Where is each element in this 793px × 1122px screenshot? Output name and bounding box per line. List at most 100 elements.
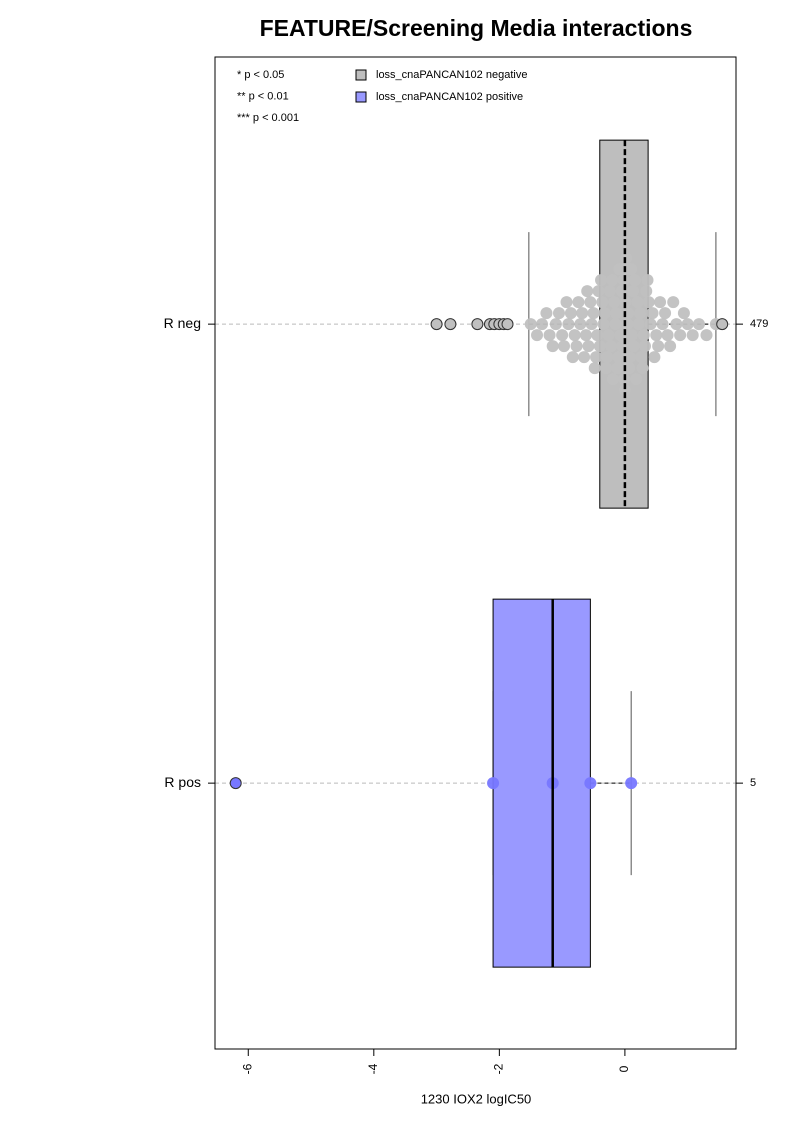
x-tick-label: -4 — [366, 1063, 380, 1074]
data-point — [620, 252, 633, 265]
data-point — [566, 351, 579, 364]
data-point — [633, 307, 646, 320]
data-point — [616, 340, 629, 353]
count-label: 5 — [750, 777, 756, 789]
plot-frame — [214, 56, 737, 1050]
data-point — [584, 296, 597, 309]
data-point — [576, 307, 589, 320]
data-point — [593, 340, 606, 353]
data-point — [613, 263, 626, 276]
data-point — [681, 318, 694, 331]
data-point — [686, 329, 699, 342]
data-point — [667, 296, 680, 309]
data-point — [646, 307, 659, 320]
data-point — [641, 274, 654, 287]
data-point — [614, 329, 627, 342]
x-tick-label: 0 — [617, 1065, 631, 1072]
x-tick-label: -6 — [240, 1063, 254, 1074]
outlier-point — [430, 318, 443, 331]
note: *** p < 0.001 — [237, 112, 299, 124]
data-point — [582, 340, 595, 353]
data-point — [644, 318, 657, 331]
data-point — [570, 340, 583, 353]
data-point — [585, 318, 598, 331]
data-point — [549, 318, 562, 331]
legend-label: loss_cnaPANCAN102 negative — [376, 69, 527, 81]
legend-swatch — [355, 69, 367, 81]
data-point — [562, 318, 575, 331]
data-point — [618, 384, 631, 397]
data-point — [635, 351, 648, 364]
note: * p < 0.05 — [237, 69, 284, 81]
x-axis-label: 1230 IOX2 logIC50 — [421, 1091, 532, 1106]
data-point — [568, 329, 581, 342]
data-point — [601, 351, 614, 364]
data-point — [617, 274, 630, 287]
data-point — [630, 373, 643, 386]
data-point — [627, 340, 640, 353]
data-point — [605, 340, 618, 353]
data-point — [640, 285, 653, 298]
data-point — [627, 285, 640, 298]
data-point — [595, 274, 608, 287]
data-point — [656, 318, 669, 331]
count-label: 479 — [750, 318, 768, 330]
data-point — [560, 296, 573, 309]
data-point — [524, 318, 537, 331]
data-point — [552, 307, 565, 320]
data-point — [578, 351, 591, 364]
data-point — [487, 777, 500, 790]
data-point — [611, 362, 624, 375]
data-point — [546, 340, 559, 353]
data-point — [558, 340, 571, 353]
data-point — [628, 274, 641, 287]
data-point — [654, 296, 667, 309]
data-point — [592, 285, 605, 298]
data-point — [648, 351, 661, 364]
data-point — [603, 285, 616, 298]
data-point — [540, 307, 553, 320]
data-point — [625, 777, 638, 790]
data-point — [652, 340, 665, 353]
data-point — [625, 263, 638, 276]
data-point — [612, 351, 625, 364]
data-point — [598, 307, 611, 320]
data-point — [621, 318, 634, 331]
data-point — [692, 318, 705, 331]
outlier-point — [716, 318, 729, 331]
data-point — [659, 307, 672, 320]
data-point — [587, 307, 600, 320]
data-point — [623, 351, 636, 364]
data-point — [597, 318, 610, 331]
data-point — [600, 362, 613, 375]
data-point — [579, 329, 592, 342]
outlier-point — [471, 318, 484, 331]
data-point — [670, 318, 683, 331]
data-point — [631, 296, 644, 309]
data-point — [677, 307, 690, 320]
data-point — [650, 329, 663, 342]
data-point — [606, 274, 619, 287]
data-point — [608, 296, 621, 309]
data-point — [700, 329, 713, 342]
data-point — [602, 329, 615, 342]
data-point — [674, 329, 687, 342]
data-point — [591, 329, 604, 342]
data-point — [564, 307, 577, 320]
data-point — [588, 362, 601, 375]
outlier-point — [444, 318, 457, 331]
data-point — [632, 318, 645, 331]
data-point — [638, 340, 651, 353]
data-point — [581, 285, 594, 298]
data-point — [596, 296, 609, 309]
data-point — [623, 362, 636, 375]
data-point — [531, 329, 544, 342]
legend-swatch — [355, 91, 367, 103]
data-point — [543, 329, 556, 342]
box — [492, 598, 591, 968]
data-point — [664, 340, 677, 353]
data-point — [572, 296, 585, 309]
note: ** p < 0.01 — [237, 90, 289, 102]
y-tick-label: R neg — [164, 315, 201, 331]
